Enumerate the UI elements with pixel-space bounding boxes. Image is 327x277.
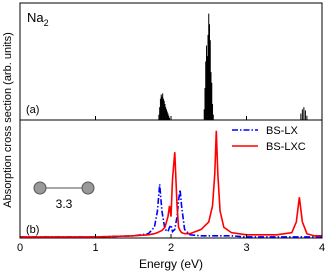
x-tick-label: 0: [17, 242, 23, 254]
molecule-label: Na2: [27, 10, 49, 28]
legend-label: BS-LX: [266, 125, 298, 137]
series-line: [20, 184, 322, 238]
y-axis-label: Absorption cross section (arb. units): [2, 32, 14, 207]
panel-a-frame: [19, 2, 323, 121]
panel-b-frame: [19, 119, 323, 239]
x-tick-label: 1: [92, 242, 98, 254]
panel-label: (a): [26, 104, 39, 116]
series-line: [20, 130, 322, 238]
panel-label: (b): [26, 224, 39, 236]
bond-length: 3.3: [56, 197, 73, 211]
x-tick-label: 4: [319, 242, 325, 254]
molecule: Na: [27, 10, 44, 25]
x-axis-label: Energy (eV): [139, 257, 203, 271]
x-tick-label: 2: [168, 242, 174, 254]
molecule-icon: [33, 181, 95, 195]
molecule-subscript: 2: [44, 18, 49, 28]
x-tick-label: 3: [243, 242, 249, 254]
legend-label: BS-LXC: [266, 141, 306, 153]
